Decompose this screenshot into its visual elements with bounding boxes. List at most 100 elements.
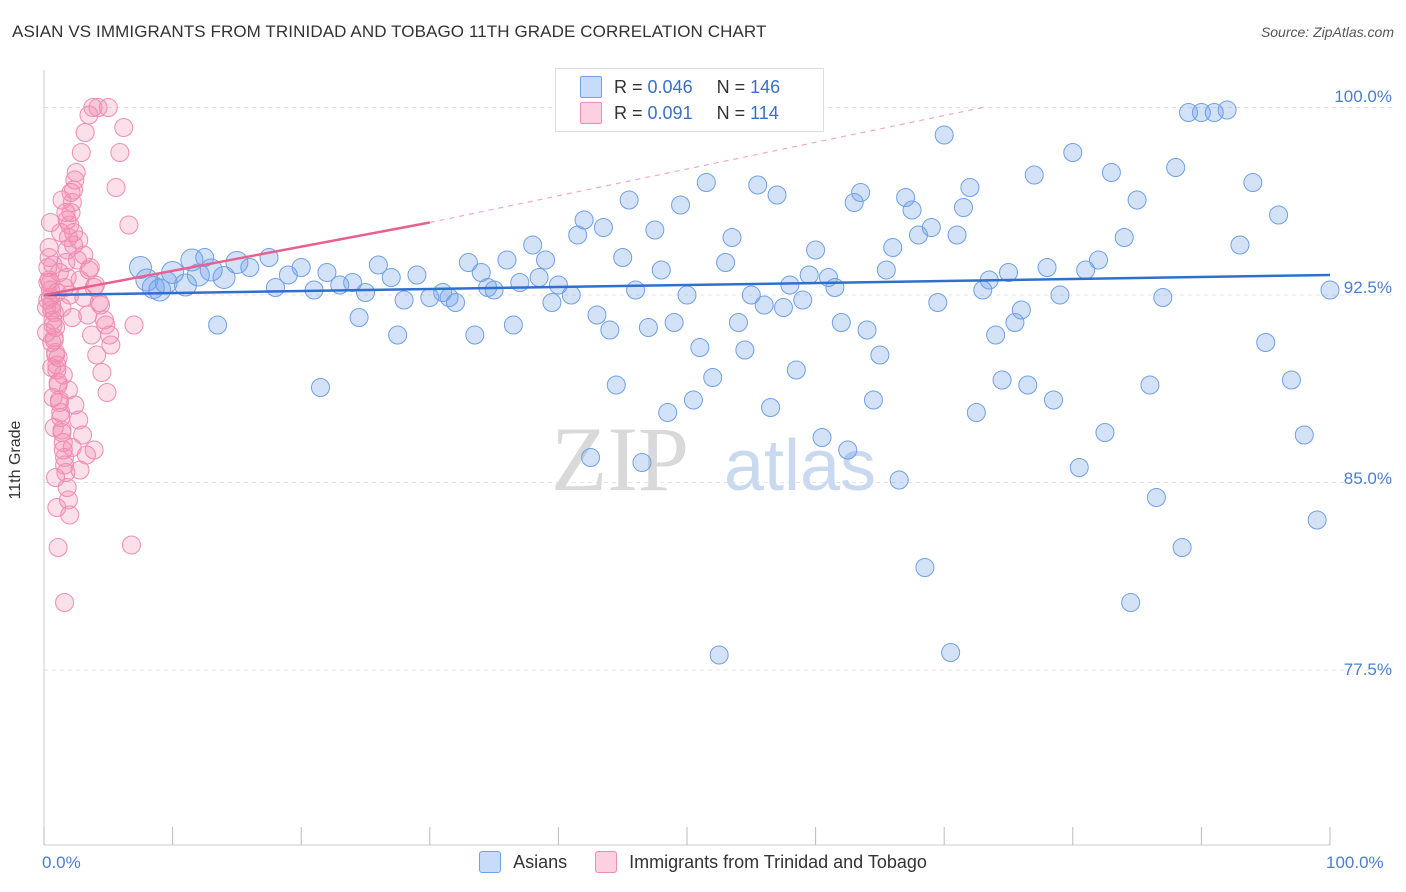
asian-point	[883, 238, 903, 257]
asian-point	[503, 315, 523, 335]
trinidad-point	[47, 360, 67, 380]
asian-point	[394, 290, 414, 310]
asian-point	[407, 265, 427, 285]
asian-point	[664, 313, 684, 332]
asian-point	[343, 273, 363, 292]
asian-point	[195, 248, 215, 267]
asian-point	[741, 285, 761, 305]
r-label: R =	[614, 102, 643, 123]
asian-point	[587, 305, 607, 325]
asian-point	[1172, 538, 1192, 557]
asian-point	[793, 290, 813, 310]
asian-point	[1005, 313, 1025, 332]
trinidad-point	[106, 178, 126, 197]
trinidad-point	[43, 315, 63, 335]
asian-point	[523, 235, 543, 255]
asian-point	[497, 250, 517, 270]
trinidad-point	[65, 170, 85, 190]
trinidad-point	[92, 363, 112, 382]
asian-point	[1011, 300, 1031, 320]
asian-point	[446, 293, 466, 312]
asian-point	[291, 258, 311, 277]
asian-point	[173, 273, 197, 297]
trinidad-point	[53, 440, 73, 460]
trinidad-point	[51, 403, 71, 422]
asian-point	[1294, 425, 1314, 445]
asian-point	[1320, 280, 1340, 300]
asian-point	[465, 325, 485, 345]
n-value: 114	[750, 102, 779, 123]
trinidad-point	[94, 310, 114, 330]
asian-point	[863, 390, 883, 410]
trinidad-point	[124, 315, 144, 335]
y-tick-label: 77.5%	[1343, 660, 1392, 679]
legend-label: Immigrants from Trinidad and Tobago	[629, 851, 927, 872]
asian-point	[748, 175, 768, 195]
trinidad-point	[60, 505, 80, 525]
trinidad-point	[58, 490, 78, 510]
asian-point	[651, 260, 671, 280]
asian-point	[536, 250, 556, 270]
trinidad-point	[49, 393, 69, 412]
asian-point	[561, 285, 581, 305]
r-label: R =	[614, 76, 643, 97]
trinidad-point	[55, 593, 75, 612]
asian-point	[542, 293, 562, 312]
asian-point	[896, 188, 916, 207]
y-tick-label: 100.0%	[1334, 87, 1392, 106]
trinidad-point	[88, 98, 108, 117]
asian-point	[1127, 190, 1147, 210]
asian-point	[658, 403, 678, 422]
asian-point	[458, 253, 478, 272]
trinidad-point	[97, 383, 117, 402]
asian-point	[310, 378, 330, 397]
asian-point	[638, 318, 658, 337]
asian-point	[1230, 235, 1250, 255]
asian-point	[600, 320, 620, 340]
asian-point	[1069, 458, 1089, 477]
asian-point	[921, 218, 941, 237]
trinidad-point	[53, 433, 73, 452]
asian-point	[1095, 423, 1115, 442]
asian-point	[439, 288, 459, 307]
trinidad-point	[62, 308, 82, 327]
trinidad-point	[114, 118, 134, 137]
asian-point	[754, 295, 774, 315]
r-value: 0.091	[647, 102, 693, 123]
asian-point	[1024, 165, 1044, 185]
trinidad-point	[55, 448, 75, 467]
trinidad-point	[39, 270, 59, 290]
trinidad-point	[42, 300, 62, 320]
trinidad-point	[82, 325, 102, 345]
asian-point	[613, 248, 633, 267]
asian-point	[966, 403, 986, 422]
asian-point	[1101, 163, 1121, 182]
asian-point	[593, 218, 613, 237]
asian-point	[1063, 143, 1083, 162]
n-value: 146	[750, 76, 781, 97]
asian-point	[240, 258, 260, 277]
asian-point	[606, 375, 626, 395]
asian-point	[683, 390, 703, 410]
trinidad-point	[100, 325, 120, 345]
asian-point	[992, 370, 1012, 390]
trinidad-trendline	[43, 221, 431, 297]
trinidad-point	[46, 345, 66, 365]
asian-point	[876, 260, 896, 280]
y-tick-label: 85.0%	[1343, 469, 1392, 488]
asian-point	[844, 193, 864, 212]
trinidad-point	[56, 463, 76, 482]
asian-point	[1114, 228, 1134, 247]
asian-point	[388, 325, 408, 345]
trinidad-point	[40, 213, 60, 232]
asian-point	[947, 225, 967, 245]
asian-point	[806, 240, 826, 260]
legend-swatch-blue	[479, 851, 502, 873]
y-tick-label: 92.5%	[1343, 278, 1392, 297]
trinidad-point	[71, 143, 91, 162]
asian-point	[857, 320, 877, 340]
legend-swatch-pink	[580, 102, 602, 124]
trinidad-point	[89, 293, 109, 312]
r-value: 0.046	[647, 76, 693, 97]
